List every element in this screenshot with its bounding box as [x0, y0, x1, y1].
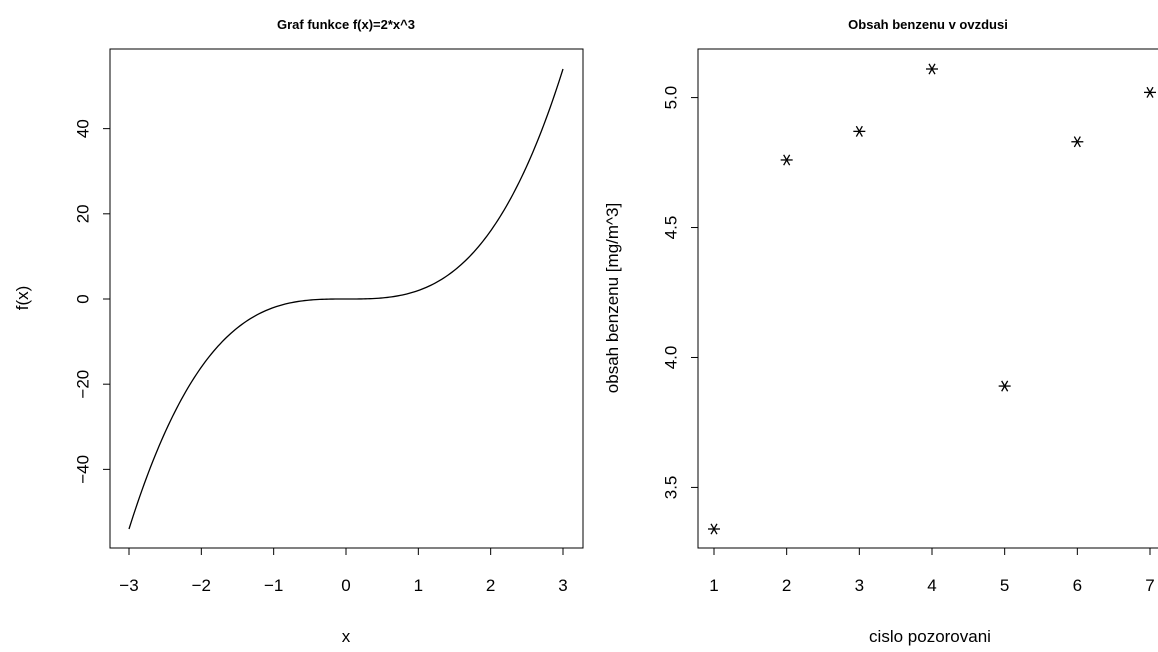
x-axis: 1 2 3 4 5 6 7	[709, 547, 1155, 595]
x-tick-label: −2	[192, 576, 211, 595]
data-point	[708, 523, 720, 535]
x-tick-label: 2	[782, 576, 791, 595]
chart-title: Graf funkce f(x)=2*x^3	[277, 17, 415, 32]
cubic-function-chart: Graf funkce f(x)=2*x^3 −3 −2 −1 0 1 2 3 −40 −20…	[13, 17, 584, 646]
y-tick-label: 3.5	[662, 476, 681, 500]
benzene-scatter-chart: Obsah benzenu v ovzdusi 1 2 3 4 5 6 7 3.5 4.0 4.…	[603, 17, 1158, 646]
data-point	[1144, 86, 1156, 98]
x-tick-label: −1	[264, 576, 283, 595]
y-axis-title: f(x)	[13, 286, 32, 311]
y-tick-label: 40	[74, 119, 93, 138]
x-tick-label: 4	[927, 576, 936, 595]
chart-title: Obsah benzenu v ovzdusi	[848, 17, 1008, 32]
x-tick-label: 1	[414, 576, 423, 595]
x-tick-label: 0	[341, 576, 350, 595]
y-tick-label: 4.5	[662, 216, 681, 240]
data-point	[780, 154, 793, 166]
data-point	[1071, 136, 1084, 148]
y-axis-title: obsah benzenu [mg/m^3]	[603, 203, 622, 393]
x-axis: −3 −2 −1 0 1 2 3	[119, 547, 568, 595]
data-point	[926, 63, 938, 75]
y-axis: 3.5 4.0 4.5 5.0	[662, 86, 699, 499]
benzene-points-series	[708, 63, 1156, 535]
data-point	[853, 125, 866, 137]
x-axis-title: x	[342, 627, 351, 646]
x-tick-label: 6	[1073, 576, 1082, 595]
y-tick-label: 20	[74, 204, 93, 223]
x-tick-label: −3	[119, 576, 138, 595]
y-tick-label: 5.0	[662, 86, 681, 110]
x-tick-label: 2	[486, 576, 495, 595]
data-point	[998, 380, 1011, 392]
y-tick-label: 4.0	[662, 346, 681, 370]
x-tick-label: 3	[558, 576, 567, 595]
x-tick-label: 7	[1145, 576, 1154, 595]
x-tick-label: 1	[709, 576, 718, 595]
x-axis-title: cislo pozorovani	[869, 627, 991, 646]
y-tick-label: −40	[74, 455, 93, 484]
y-tick-label: −20	[74, 370, 93, 399]
series-line	[128, 68, 564, 530]
y-tick-label: 0	[74, 294, 93, 303]
cubic-curve-series	[128, 68, 564, 530]
y-axis: −40 −20 0 20 40	[74, 119, 111, 484]
plot-frame	[697, 48, 1158, 549]
x-tick-label: 5	[1000, 576, 1009, 595]
x-tick-label: 3	[855, 576, 864, 595]
